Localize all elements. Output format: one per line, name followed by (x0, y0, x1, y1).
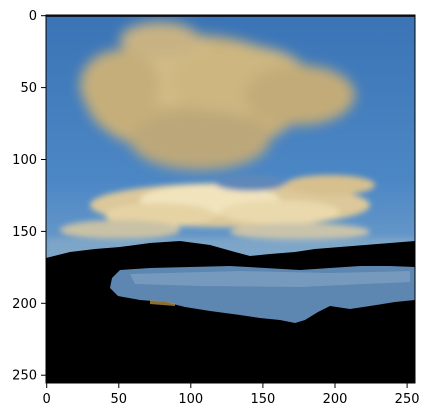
top-edge (46, 15, 415, 17)
upper-cloud (80, 22, 355, 170)
lower-cloud-band (60, 175, 375, 241)
x-tick-label: 250 (395, 392, 420, 407)
axes-frame (45, 14, 416, 384)
y-tick-label: 200 (12, 297, 37, 312)
x-tick-label: 150 (250, 392, 275, 407)
photo-image (46, 15, 415, 383)
y-axis: 0 50 100 150 200 250 (12, 9, 46, 384)
y-tick-label: 50 (20, 81, 37, 96)
x-axis: 0 50 100 150 200 250 (43, 383, 420, 407)
y-tick-label: 100 (12, 153, 37, 168)
x-tick-label: 0 (43, 392, 51, 407)
lake-shimmer (130, 271, 410, 287)
y-tick-label: 150 (12, 225, 37, 240)
y-tick-label: 250 (12, 369, 37, 384)
x-tick-label: 200 (323, 392, 348, 407)
y-tick-label: 0 (29, 9, 37, 24)
shore-glint (150, 300, 175, 306)
x-tick-label: 100 (178, 392, 203, 407)
x-tick-label: 50 (111, 392, 128, 407)
